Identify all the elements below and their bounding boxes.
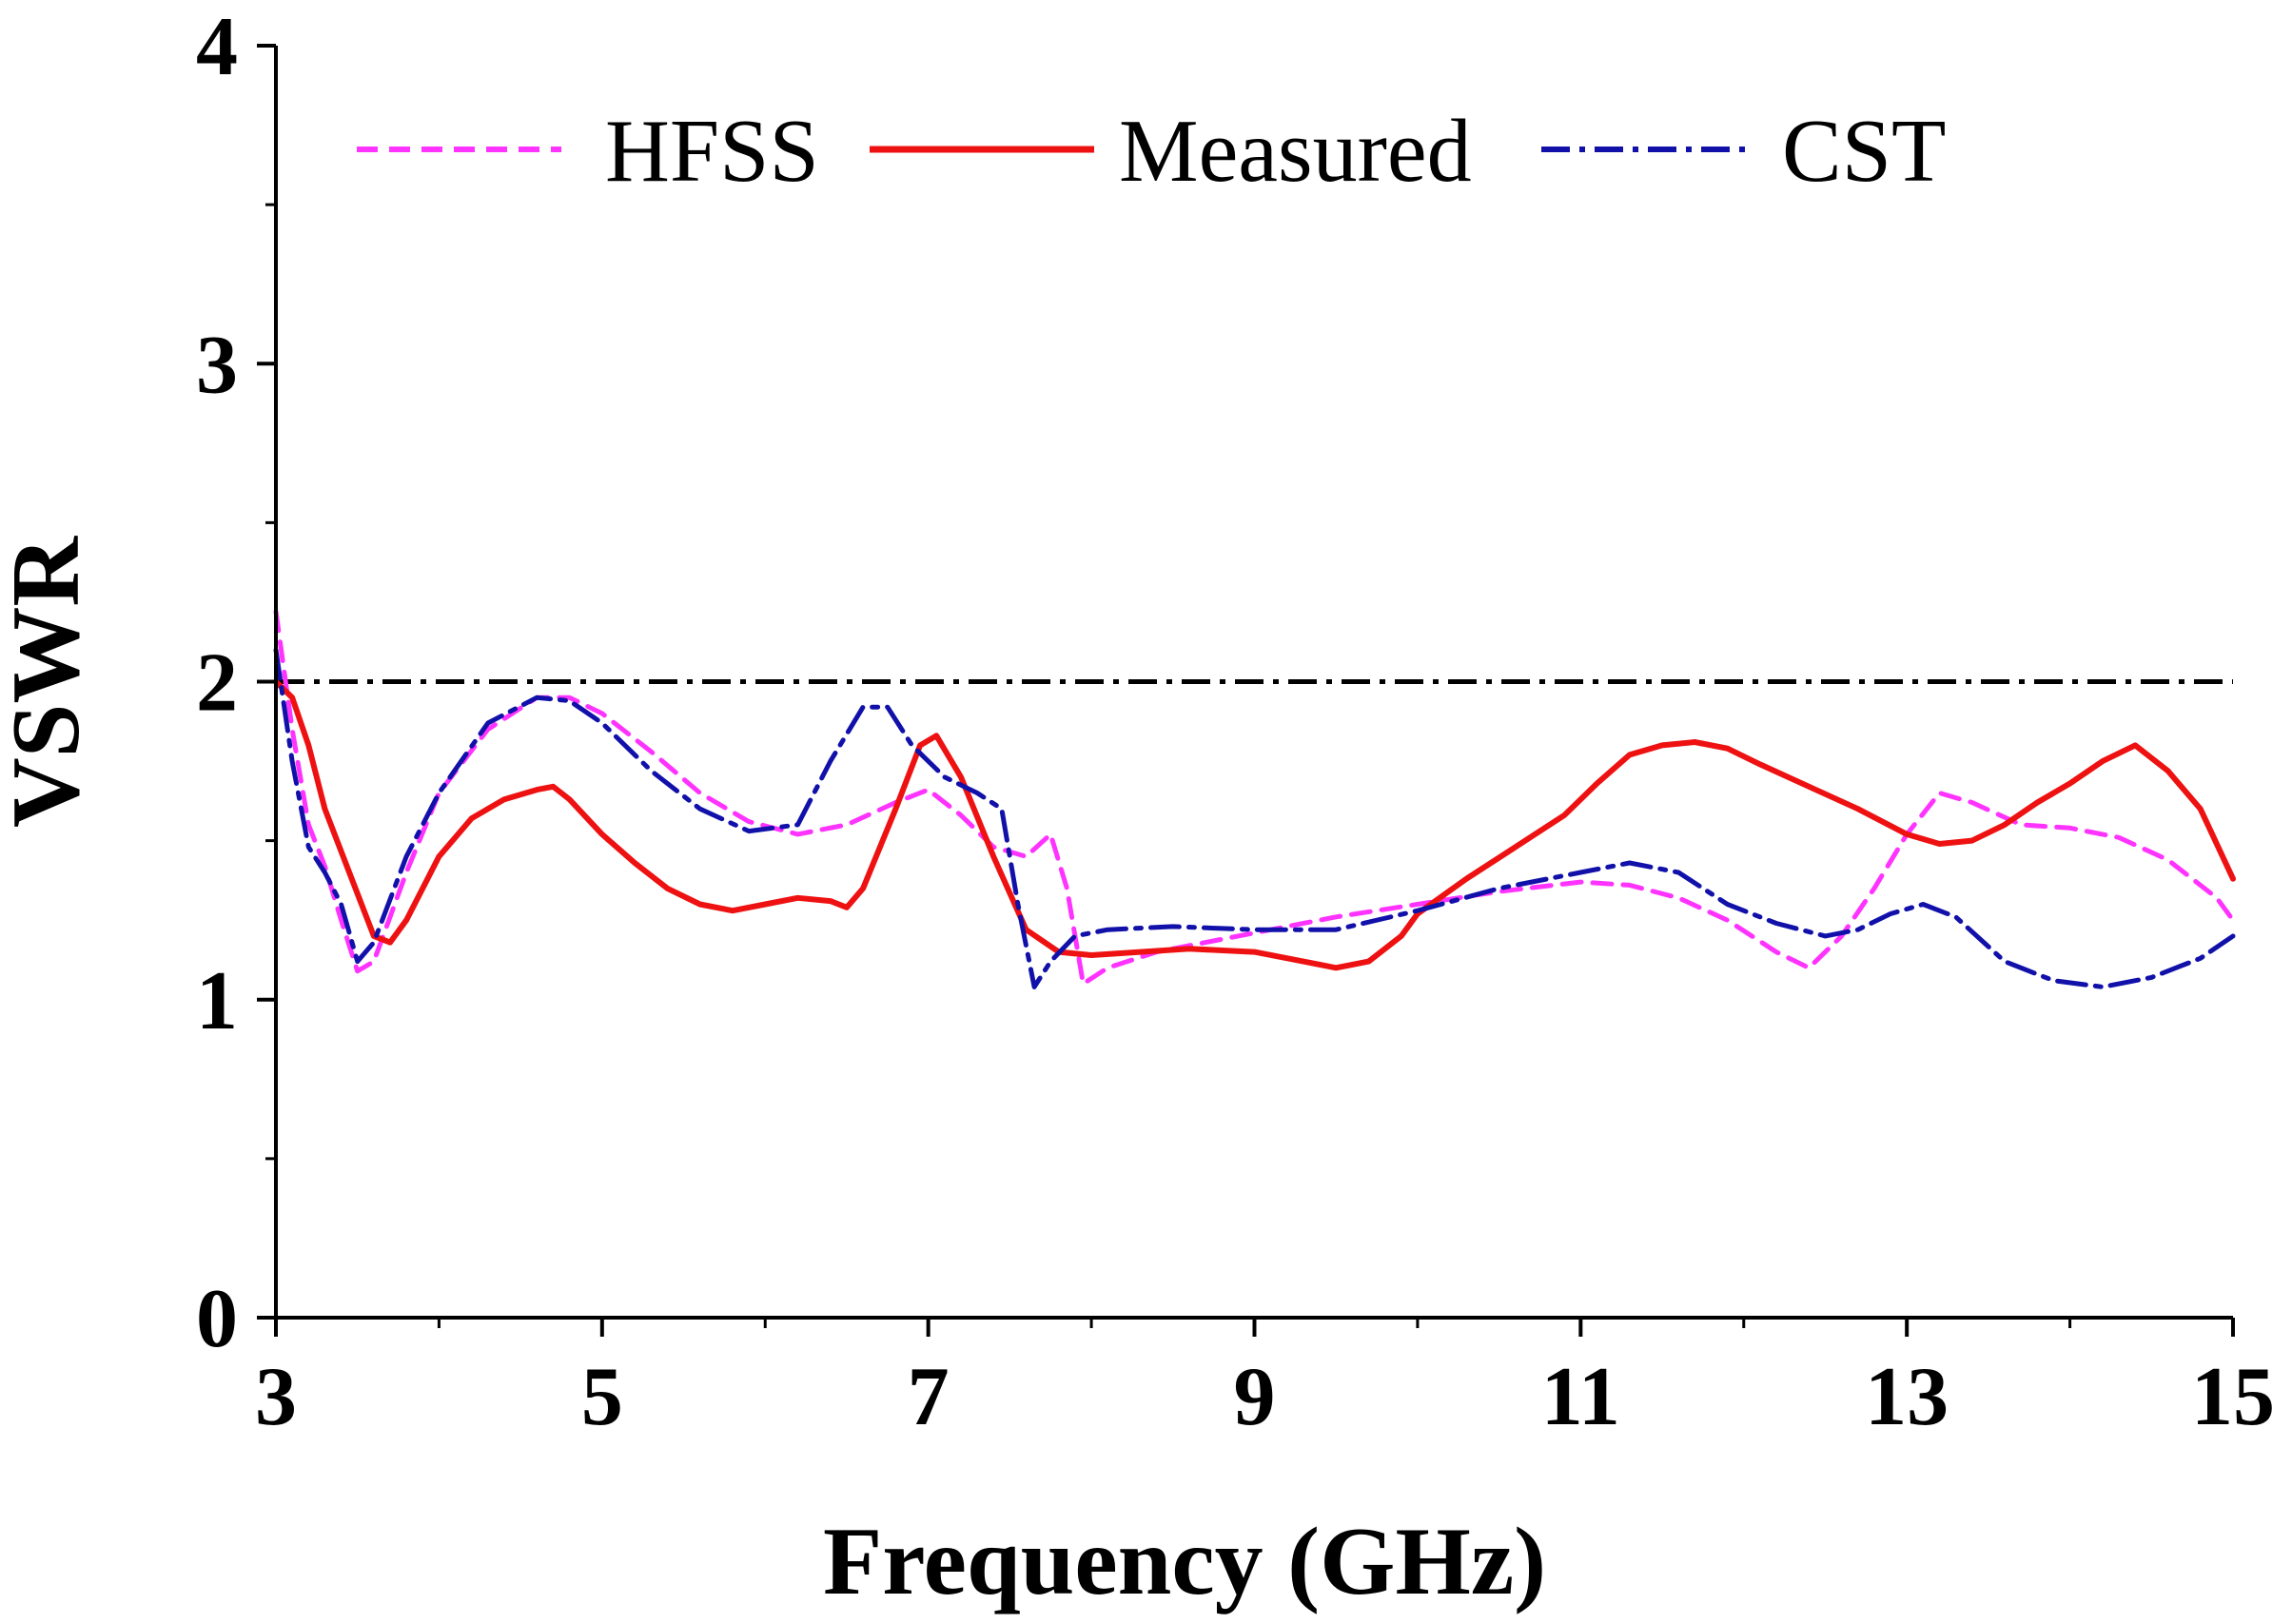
axis-ticks [257, 44, 2235, 1337]
x-tick-label: 3 [255, 1351, 297, 1443]
x-tick-label: 7 [908, 1351, 950, 1443]
legend: HFSS Measured CST [357, 102, 1946, 201]
series-line-measured [273, 678, 2236, 971]
y-tick-label: 1 [196, 955, 238, 1047]
series-line-cst [273, 647, 2236, 989]
y-tick-label: 0 [196, 1273, 238, 1365]
x-tick-label: 11 [1541, 1351, 1620, 1443]
y-axis-title: VSWR [0, 536, 100, 828]
x-tick-label: 15 [2191, 1351, 2275, 1443]
plot-area [273, 609, 2236, 989]
legend-label-cst: CST [1782, 102, 1946, 201]
tick-labels: 0 1 2 3 4 3 5 7 9 11 13 15 [196, 1, 2275, 1443]
x-tick-label: 13 [1865, 1351, 1949, 1443]
x-tick-label: 5 [581, 1351, 623, 1443]
y-tick-label: 3 [196, 319, 238, 411]
x-tick-label: 9 [1234, 1351, 1276, 1443]
legend-label-hfss: HFSS [605, 102, 819, 201]
y-tick-label: 2 [196, 637, 238, 730]
x-axis-title: Frequency (GHz) [823, 1508, 1546, 1615]
legend-label-measured: Measured [1119, 102, 1472, 201]
y-tick-label: 4 [196, 1, 238, 93]
